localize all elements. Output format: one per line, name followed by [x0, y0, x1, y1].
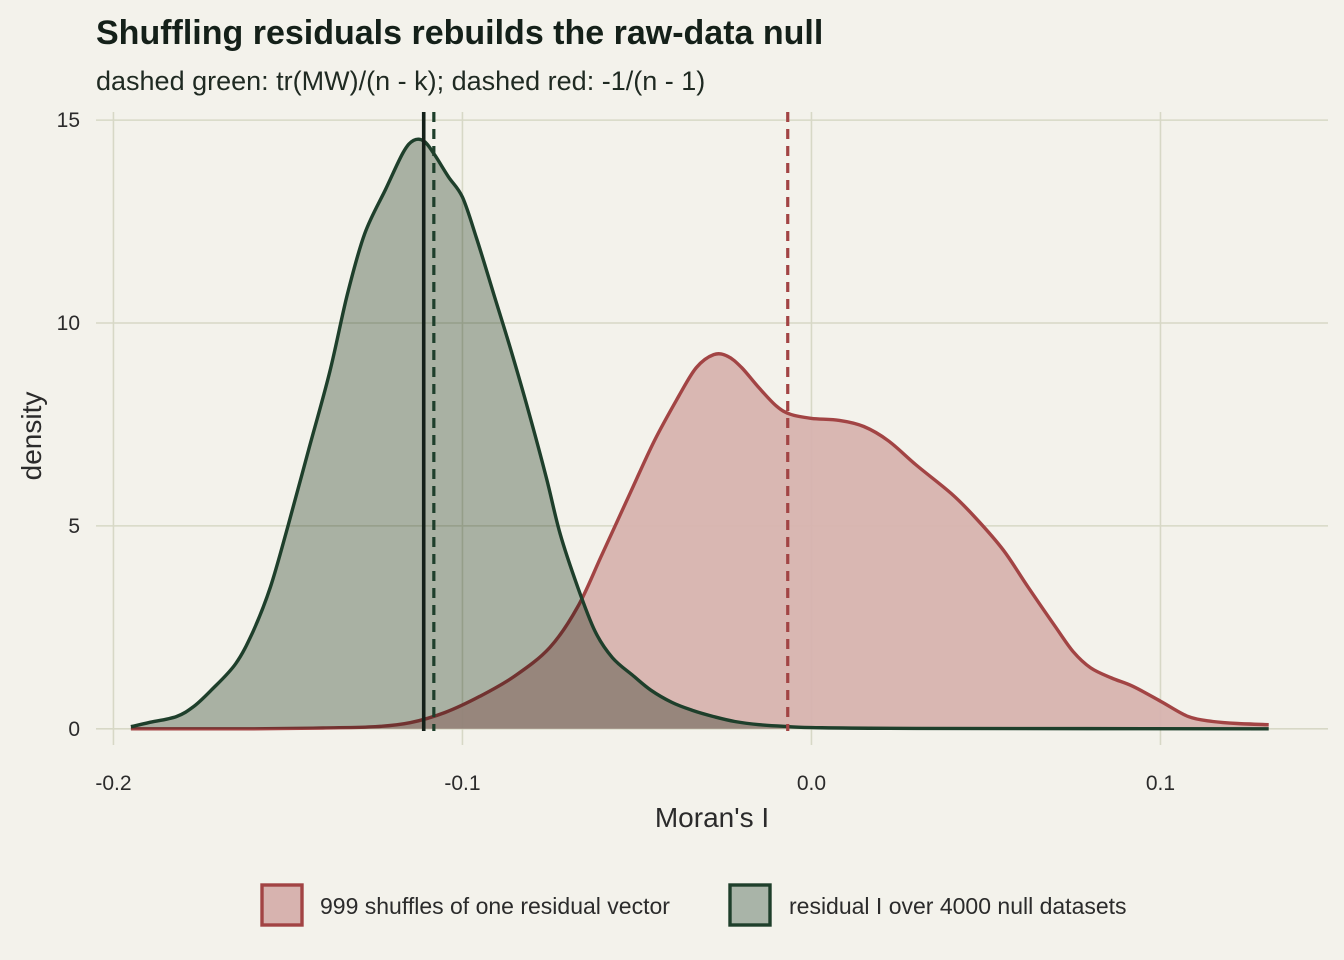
chart-title: Shuffling residuals rebuilds the raw-dat…	[96, 14, 823, 52]
legend-label-shuffles: 999 shuffles of one residual vector	[320, 893, 670, 919]
chart-subtitle: dashed green: tr(MW)/(n - k); dashed red…	[96, 66, 705, 96]
y-axis-label: density	[16, 392, 47, 481]
x-tick-label: 0.0	[797, 772, 826, 795]
y-tick-label: 5	[68, 515, 80, 538]
y-tick-label: 0	[68, 718, 80, 741]
x-tick-label: -0.1	[444, 772, 480, 795]
legend-swatch-null-datasets	[728, 883, 772, 927]
density-area-null-datasets-outline	[130, 137, 1269, 731]
legend: 999 shuffles of one residual vector resi…	[260, 883, 1127, 927]
x-tick-label: -0.2	[95, 772, 131, 795]
reference-lines	[421, 112, 790, 731]
density-areas	[130, 137, 1269, 731]
x-tick-label: 0.1	[1146, 772, 1175, 795]
density-area-shuffles	[130, 353, 1269, 729]
legend-label-null-datasets: residual I over 4000 null datasets	[789, 893, 1127, 919]
x-axis-label: Moran's I	[655, 802, 769, 833]
legend-swatch-shuffles	[260, 883, 304, 927]
y-tick-label: 15	[57, 109, 80, 132]
axis-ticks: -0.2 -0.1 0.0 0.1 0 5 10 15	[57, 109, 1175, 795]
density-area-null-datasets	[130, 139, 1269, 729]
y-tick-label: 10	[57, 312, 80, 335]
